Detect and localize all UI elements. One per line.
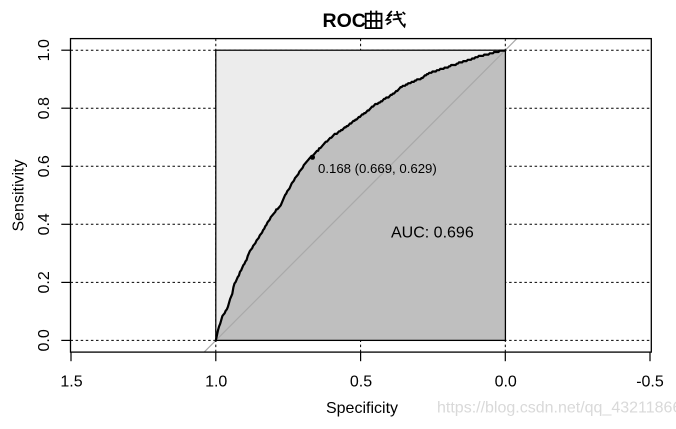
svg-text:0.6: 0.6 xyxy=(36,155,53,177)
svg-text:https://blog.csdn.net/qq_43211: https://blog.csdn.net/qq_43211866 xyxy=(437,400,676,417)
svg-text:0.2: 0.2 xyxy=(36,271,53,293)
svg-text:ROC: ROC xyxy=(323,10,366,32)
svg-text:Sensitivity: Sensitivity xyxy=(11,159,28,231)
svg-text:Specificity: Specificity xyxy=(326,400,398,417)
svg-text:1.0: 1.0 xyxy=(36,39,53,61)
svg-text:0.5: 0.5 xyxy=(350,373,372,390)
svg-text:0.4: 0.4 xyxy=(36,213,53,235)
svg-text:1.0: 1.0 xyxy=(205,373,227,390)
svg-text:0.8: 0.8 xyxy=(36,97,53,119)
svg-text:0.168 (0.669, 0.629): 0.168 (0.669, 0.629) xyxy=(318,161,437,176)
svg-text:AUC: 0.696: AUC: 0.696 xyxy=(391,225,474,242)
svg-text:-0.5: -0.5 xyxy=(636,373,664,390)
svg-text:1.5: 1.5 xyxy=(60,373,82,390)
svg-text:0.0: 0.0 xyxy=(36,329,53,351)
svg-text:0.0: 0.0 xyxy=(495,373,517,390)
